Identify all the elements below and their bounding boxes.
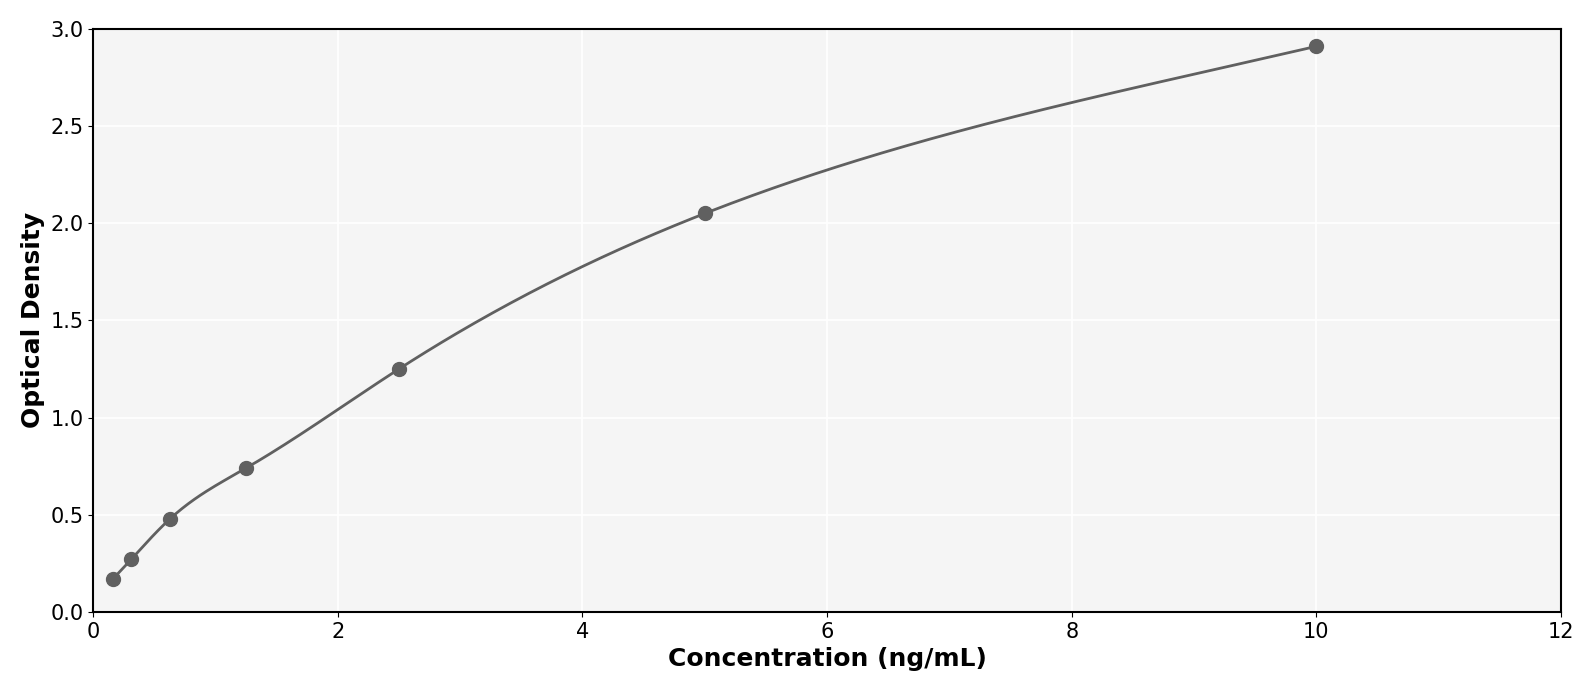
X-axis label: Concentration (ng/mL): Concentration (ng/mL) bbox=[668, 647, 987, 671]
Point bbox=[158, 513, 183, 524]
Point bbox=[233, 462, 258, 473]
Point bbox=[1303, 41, 1329, 52]
Y-axis label: Optical Density: Optical Density bbox=[21, 212, 45, 428]
Point bbox=[100, 573, 126, 584]
Point bbox=[386, 363, 412, 374]
Point bbox=[692, 208, 718, 219]
Point bbox=[118, 554, 144, 565]
